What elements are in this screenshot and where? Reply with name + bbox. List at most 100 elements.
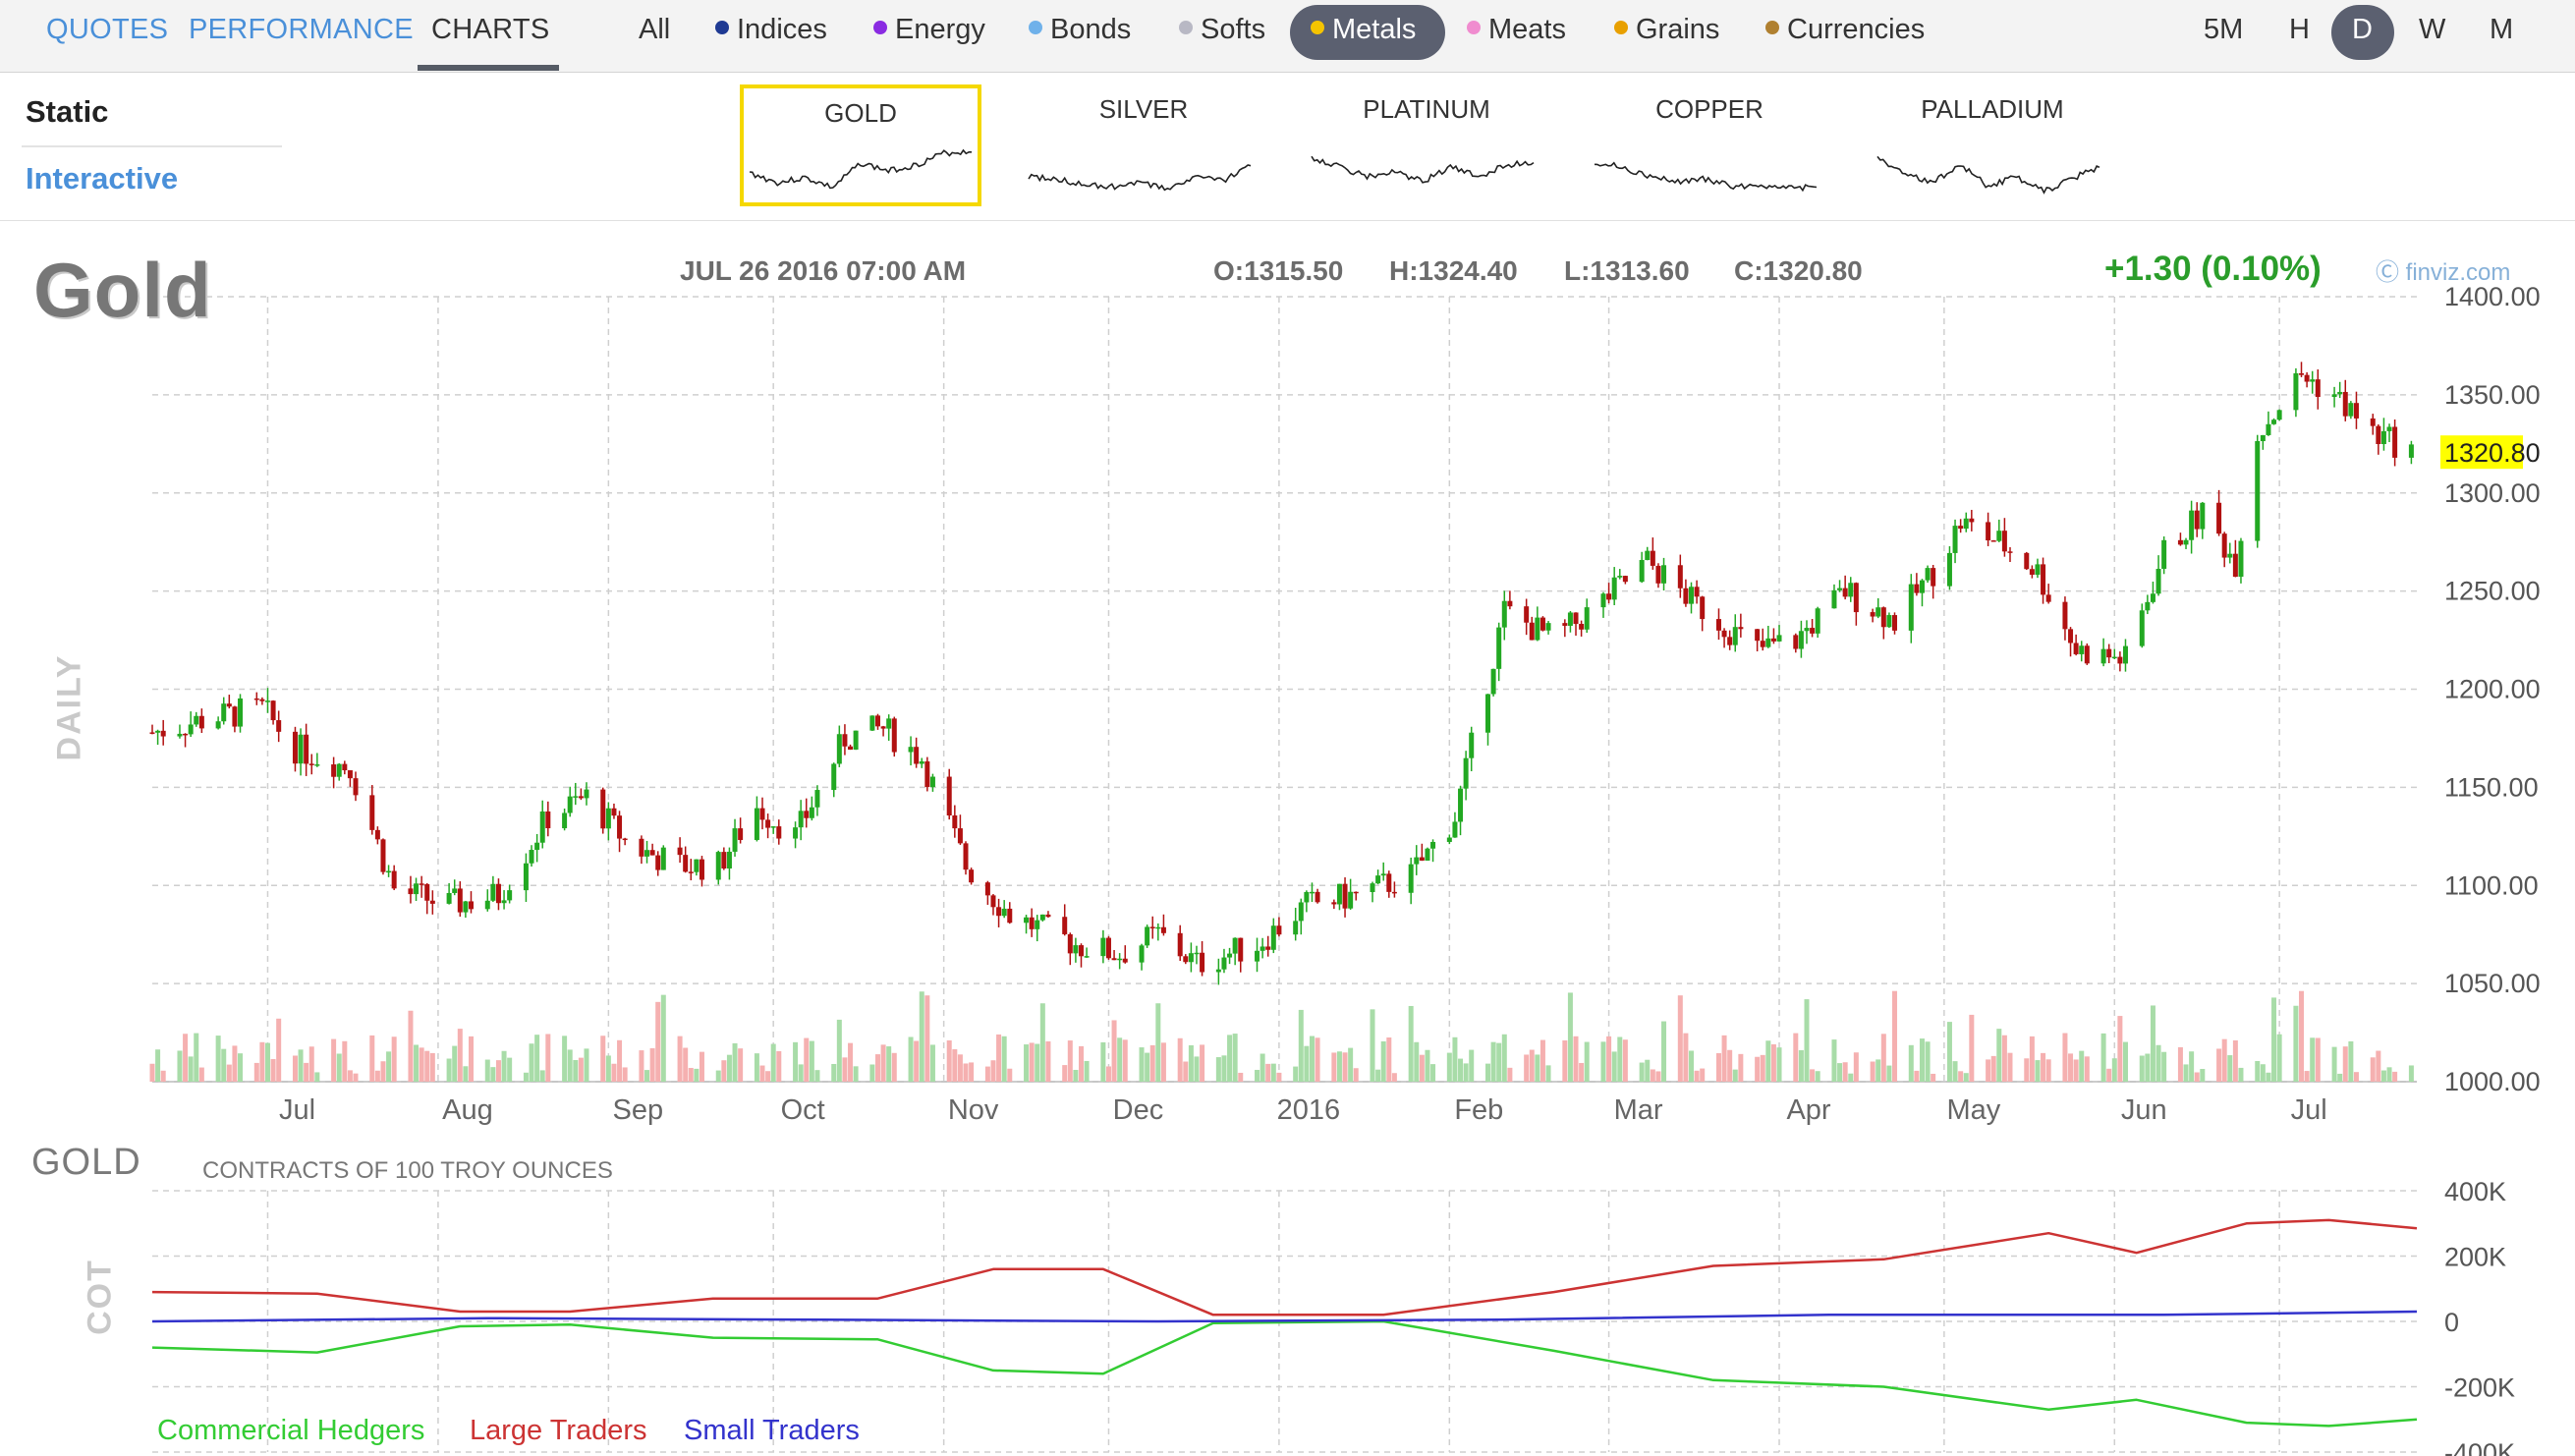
thumbnail-palladium[interactable]: PALLADIUM xyxy=(1872,84,2113,206)
candle-body xyxy=(1776,635,1782,642)
candle-body xyxy=(264,700,270,702)
timeframe-h[interactable]: H xyxy=(2289,14,2310,45)
candle-body xyxy=(1798,631,1804,649)
finviz-brand[interactable]: Ⓒ finviz.com xyxy=(2376,252,2510,287)
volume-bar xyxy=(1501,1034,1507,1082)
filter-currencies[interactable]: Currencies xyxy=(1765,14,1925,46)
top-nav-bar xyxy=(0,0,2575,73)
volume-bar xyxy=(1370,1009,1375,1082)
price-tick-label: 1000.00 xyxy=(2444,1067,2541,1096)
thumbnail-gold[interactable]: GOLD xyxy=(740,84,981,206)
interactive-chart-link[interactable]: Interactive xyxy=(26,161,179,196)
volume-bar xyxy=(644,1070,650,1082)
volume-bar xyxy=(1535,1054,1540,1082)
close-value: C:1320.80 xyxy=(1734,255,1863,286)
candle-body xyxy=(1408,864,1414,893)
thumbnail-silver[interactable]: SILVER xyxy=(1023,84,1264,206)
candle-body xyxy=(2111,656,2117,659)
cot-subtitle: CONTRACTS OF 100 TROY OUNCES xyxy=(202,1157,613,1184)
tab-performance[interactable]: PERFORMANCE xyxy=(189,14,414,45)
candle-body xyxy=(1738,627,1744,630)
candle-body xyxy=(605,808,611,829)
candle-body xyxy=(874,715,880,727)
volume-bar xyxy=(1139,1047,1145,1082)
candle-body xyxy=(1255,950,1260,962)
candle-body xyxy=(688,871,694,873)
tab-quotes[interactable]: QUOTES xyxy=(46,14,169,45)
candle-body xyxy=(573,796,579,798)
candle-body xyxy=(1227,953,1233,958)
candle-body xyxy=(660,847,666,870)
volume-bar xyxy=(914,1040,920,1082)
legend-large-traders: Large Traders xyxy=(470,1415,647,1446)
thumbnail-label: COPPER xyxy=(1655,94,1763,124)
candle-body xyxy=(523,863,529,891)
volume-bar xyxy=(1353,1068,1359,1082)
candle-body xyxy=(649,850,655,856)
candle-body xyxy=(215,721,221,729)
meats-dot-icon xyxy=(1467,21,1481,34)
candle-body xyxy=(1617,576,1623,578)
period-label: DAILY xyxy=(50,653,88,761)
volume-bar xyxy=(1188,1044,1194,1082)
candle-body xyxy=(732,828,738,852)
thumbnail-platinum[interactable]: PLATINUM xyxy=(1306,84,1547,206)
candle-body xyxy=(1507,600,1513,607)
candle-body xyxy=(1727,637,1733,645)
volume-bar xyxy=(1331,1052,1337,1082)
timeframe-m[interactable]: M xyxy=(2490,14,2514,45)
volume-bar xyxy=(831,1063,837,1082)
filter-metals[interactable]: Metals xyxy=(1311,14,1416,46)
volume-bar xyxy=(2216,1048,2222,1082)
tab-charts[interactable]: CHARTS xyxy=(431,14,550,45)
volume-bar xyxy=(1600,1041,1606,1082)
candle-body xyxy=(1535,617,1540,641)
filter-meats[interactable]: Meats xyxy=(1467,14,1566,46)
filter-energy[interactable]: Energy xyxy=(873,14,985,46)
candle-body xyxy=(331,764,337,777)
candle-body xyxy=(738,828,744,840)
timeframe-w[interactable]: W xyxy=(2419,14,2446,45)
volume-bar xyxy=(2376,1050,2381,1082)
candle-body xyxy=(831,763,837,791)
candle-body xyxy=(1600,593,1606,608)
candle-body xyxy=(1194,952,1200,955)
candle-body xyxy=(1238,937,1244,962)
volume-bar xyxy=(270,1058,276,1082)
brand-label: finviz.com xyxy=(2405,259,2511,286)
thumbnail-copper[interactable]: COPPER xyxy=(1589,84,1830,206)
legend-commercial-hedgers: Commercial Hedgers xyxy=(157,1415,425,1446)
candle-body xyxy=(1139,945,1145,963)
candle-body xyxy=(1100,937,1106,957)
candle-body xyxy=(501,900,507,904)
filter-bonds[interactable]: Bonds xyxy=(1029,14,1131,46)
high-value: H:1324.40 xyxy=(1389,255,1518,286)
volume-bar xyxy=(1677,995,1683,1082)
timeframe-d[interactable]: D xyxy=(2352,14,2373,45)
candle-body xyxy=(1914,584,1920,593)
candle-body xyxy=(353,778,359,796)
volume-bar xyxy=(1848,1073,1854,1082)
volume-bar xyxy=(1584,1041,1590,1082)
candle-body xyxy=(622,838,628,841)
candle-body xyxy=(2227,553,2233,558)
filter-softs[interactable]: Softs xyxy=(1179,14,1265,46)
volume-bar xyxy=(1925,1041,1931,1082)
candle-body xyxy=(611,808,617,816)
candle-body xyxy=(2068,629,2074,644)
filter-grains[interactable]: Grains xyxy=(1614,14,1719,46)
filter-all[interactable]: All xyxy=(639,14,670,46)
volume-bar xyxy=(452,1045,458,1082)
candle-body xyxy=(238,698,244,727)
candle-body xyxy=(776,826,782,839)
time-tick-label: Dec xyxy=(1113,1094,1164,1126)
volume-bar xyxy=(908,1036,914,1082)
static-chart-link[interactable]: Static xyxy=(26,94,109,129)
filter-indices[interactable]: Indices xyxy=(715,14,827,46)
copper-sparkline xyxy=(1594,161,1818,193)
candle-body xyxy=(677,847,683,856)
timeframe-5m[interactable]: 5M xyxy=(2204,14,2244,45)
candle-body xyxy=(1221,957,1227,970)
time-tick-label: Feb xyxy=(1454,1094,1503,1126)
volume-bar xyxy=(1425,1049,1430,1082)
